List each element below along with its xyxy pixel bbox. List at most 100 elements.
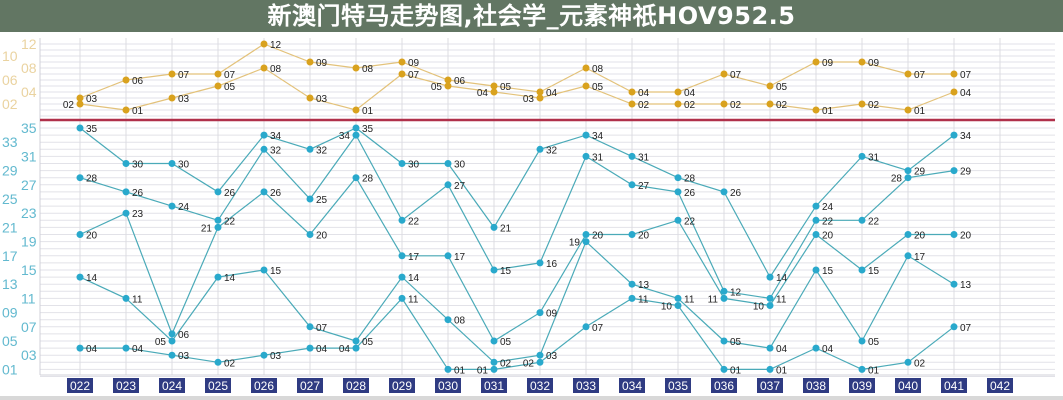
bottom-data-label: 15 [500, 266, 512, 277]
top-point [628, 88, 636, 96]
bottom-point [76, 124, 84, 132]
bottom-data-label: 01 [454, 365, 466, 376]
bottom-data-label: 05 [500, 337, 512, 348]
bottom-point [122, 209, 130, 217]
bottom-data-label: 04 [776, 344, 788, 355]
bottom-point [766, 294, 774, 302]
bottom-data-label: 10 [753, 302, 765, 313]
top-data-label: 03 [316, 94, 328, 105]
bottom-point [858, 365, 866, 373]
bottom-point [628, 280, 636, 288]
bottom-data-label: 34 [960, 131, 972, 142]
bottom-point [950, 131, 958, 139]
bottom-point [766, 344, 774, 352]
y-tick-label-bottom: 13 [2, 276, 18, 292]
y-tick-label-bottom: 23 [21, 205, 37, 221]
bottom-point [536, 309, 544, 317]
top-data-label: 09 [316, 58, 328, 69]
bottom-point [214, 358, 222, 366]
period-box [297, 378, 323, 393]
bottom-point [352, 124, 360, 132]
y-tick-label-top: 02 [2, 96, 18, 112]
bottom-point [168, 351, 176, 359]
bottom-data-label: 05 [362, 337, 374, 348]
bottom-point [674, 294, 682, 302]
period-box [895, 378, 921, 393]
top-data-label: 08 [592, 64, 604, 75]
bottom-data-label: 07 [592, 323, 604, 334]
bottom-data-label: 22 [224, 216, 236, 227]
x-tick-label: 023 [116, 379, 136, 393]
bottom-data-label: 32 [270, 145, 282, 156]
bottom-data-label: 01 [776, 365, 788, 376]
period-box [159, 378, 185, 393]
bottom-point [444, 252, 452, 260]
x-tick-label: 027 [300, 379, 320, 393]
bottom-data-label: 30 [132, 160, 144, 171]
top-data-label: 09 [408, 58, 420, 69]
bottom-point [76, 174, 84, 182]
bottom-data-label: 22 [684, 216, 696, 227]
period-box [113, 378, 139, 393]
bottom-data-label: 20 [86, 231, 98, 242]
bottom-point [444, 160, 452, 167]
top-point [536, 94, 544, 102]
bottom-data-label: 17 [914, 252, 926, 263]
bottom-point [260, 131, 268, 139]
top-point [812, 58, 820, 66]
bottom-point [490, 337, 498, 345]
bottom-data-label: 20 [316, 231, 328, 242]
bottom-data-label: 27 [638, 181, 650, 192]
bottom-data-label: 20 [638, 231, 650, 242]
bottom-point [352, 344, 360, 352]
period-box [573, 378, 599, 393]
period-box [803, 378, 829, 393]
top-point [76, 100, 84, 108]
top-data-label: 06 [132, 76, 144, 87]
bottom-data-label: 26 [684, 188, 696, 199]
bottom-data-label: 29 [914, 167, 926, 178]
bottom-point [674, 302, 682, 309]
y-tick-label-top: 06 [2, 72, 18, 88]
bottom-point [812, 216, 820, 224]
bottom-data-label: 34 [270, 131, 282, 142]
bottom-point [122, 344, 130, 352]
bottom-data-label: 20 [592, 231, 604, 242]
bottom-data-label: 20 [960, 231, 972, 242]
bottom-data-label: 17 [408, 252, 420, 263]
bottom-point [168, 330, 176, 338]
period-box [389, 378, 415, 393]
y-tick-label-bottom: 21 [2, 219, 18, 235]
top-point [214, 70, 222, 78]
bottom-point [352, 337, 360, 345]
y-tick-label-bottom: 07 [21, 319, 37, 335]
top-point [260, 40, 268, 48]
bottom-point [260, 145, 268, 153]
x-tick-label: 024 [162, 379, 182, 393]
top-data-label: 07 [224, 70, 236, 81]
bottom-point [214, 216, 222, 224]
x-tick-label: 038 [806, 379, 826, 393]
top-point [122, 76, 130, 84]
period-box [481, 378, 507, 393]
top-point [490, 82, 498, 90]
bottom-data-label: 32 [546, 145, 558, 156]
x-tick-label: 036 [714, 379, 734, 393]
top-data-label: 02 [638, 100, 650, 111]
top-data-label: 05 [592, 82, 604, 93]
bottom-data-label: 29 [960, 167, 972, 178]
bottom-data-label: 14 [224, 273, 236, 284]
bottom-data-label: 34 [339, 131, 351, 142]
top-data-label: 05 [500, 82, 512, 93]
bottom-data-label: 11 [408, 294, 419, 305]
bottom-data-label: 31 [592, 152, 604, 163]
bottom-point [720, 337, 728, 345]
bottom-data-label: 20 [914, 231, 926, 242]
bottom-point [306, 145, 314, 153]
top-data-label: 02 [684, 100, 696, 111]
top-data-label: 02 [730, 100, 742, 111]
bottom-data-label: 28 [362, 174, 374, 185]
period-box [849, 378, 875, 393]
footer-strip [0, 396, 1063, 400]
top-point [720, 70, 728, 78]
